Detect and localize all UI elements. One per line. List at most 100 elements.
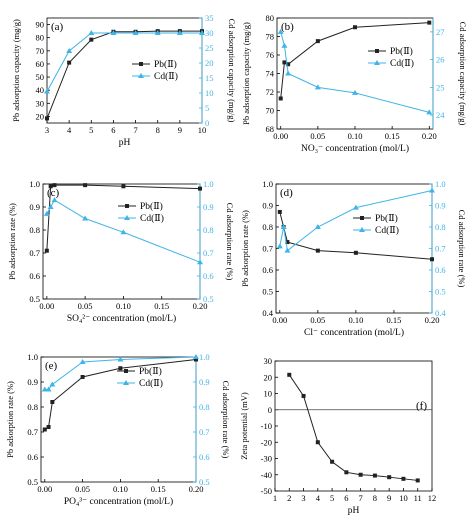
chart-panel-a: 3 4 5 6 7 8 9 10 20 30 40 50 60 70 80 90 0 5 10 15 20 25 30 35 p… [11, 13, 237, 148]
y2-tick-label: 20 [205, 58, 214, 68]
series-line-pb [279, 211, 433, 260]
legend: Pb(Ⅱ)Cd(Ⅱ) [118, 201, 164, 224]
y-tick-label: 10 [264, 389, 273, 399]
data-point [45, 116, 49, 121]
panel-label: (b) [281, 21, 294, 33]
x-tick-label: 0.10 [116, 301, 131, 311]
y2-tick-label: 0.5 [203, 294, 214, 304]
data-point [287, 372, 292, 377]
legend-label: Pb(Ⅱ) [375, 213, 398, 224]
data-point [118, 366, 123, 371]
panel-label: (e) [45, 360, 58, 372]
data-point [46, 425, 51, 429]
y-tick-label: 0.6 [29, 271, 40, 281]
data-point [132, 30, 139, 35]
x-tick-label: 0.00 [273, 131, 288, 141]
x-tick-label: 1 [273, 493, 277, 503]
panel-label: (f) [416, 400, 427, 412]
x-tick-label: 0.15 [385, 131, 400, 141]
y2-tick-label: 10 [205, 88, 214, 98]
legend-marker [123, 380, 129, 385]
x-tick-label: 3 [301, 493, 305, 503]
y-tick-label: 74 [266, 69, 275, 79]
series-line-pb [280, 22, 430, 99]
data-point [41, 386, 48, 392]
data-point [353, 250, 358, 255]
series-line-cd [46, 32, 202, 92]
plot-frame [276, 17, 434, 130]
data-point [280, 224, 287, 229]
x-axis-label: NO₃⁻ concentration (mol/L) [301, 143, 409, 154]
data-point [281, 42, 288, 48]
y-tick-label: 0.7 [29, 248, 40, 258]
legend-label: Cd(Ⅱ) [375, 225, 399, 236]
y-tick-label: 0.8 [27, 402, 38, 412]
data-point [353, 25, 357, 30]
y-tick-label: 0.8 [29, 225, 40, 235]
y-tick-label: 0.5 [29, 294, 40, 304]
data-point [117, 356, 124, 362]
legend: Pb(Ⅱ)Cd(Ⅱ) [353, 213, 399, 236]
y-tick-label: 70 [36, 46, 45, 56]
y2-tick-label: 0.8 [435, 222, 446, 232]
x-tick-label: 10 [198, 125, 207, 135]
legend-marker [124, 215, 130, 220]
data-point [315, 39, 320, 44]
y2-tick-label: 0.5 [199, 477, 210, 487]
y2-tick-label: 0.9 [203, 202, 214, 212]
legend-label: Pb(Ⅱ) [390, 46, 413, 57]
x-tick-label: 7 [359, 493, 363, 503]
data-point [282, 60, 287, 65]
x-axis-label: pH [119, 138, 131, 148]
x-tick-label: 3 [45, 125, 49, 135]
y-axis-label: Pb adsorption rate (%) [7, 203, 17, 280]
y-tick-label: 70 [266, 106, 275, 116]
chart-panel-b: 0.00 0.05 0.10 0.15 0.20 68 70 72 74 76 78 80 24 25 26… [241, 13, 468, 154]
data-point [120, 229, 127, 235]
y-tick-label: 78 [266, 32, 275, 42]
series-line-cd [279, 189, 433, 252]
y-tick-label: 50 [36, 72, 45, 82]
legend-label: Pb(Ⅱ) [154, 59, 177, 70]
data-point [401, 476, 406, 481]
y-tick-label: 76 [266, 50, 275, 60]
y2-tick-label: 25 [205, 43, 214, 53]
data-point [427, 20, 432, 25]
data-point [429, 187, 435, 193]
y-tick-label: 1.0 [27, 352, 38, 362]
data-point [358, 472, 363, 477]
data-point [330, 459, 335, 464]
y2-tick-label: 0.9 [199, 377, 210, 387]
y2-tick-label: 1.0 [203, 179, 214, 189]
y-tick-label: 0.5 [27, 477, 38, 487]
x-tick-label: 7 [133, 125, 137, 135]
data-point [51, 197, 58, 203]
y-tick-label: 40 [36, 85, 45, 95]
data-point [121, 184, 126, 189]
x-tick-label: 9 [178, 125, 182, 135]
data-point [45, 386, 52, 392]
plot-frame [274, 360, 433, 492]
legend-label: Cd(Ⅱ) [139, 378, 163, 389]
data-point [344, 470, 349, 475]
x-tick-label: 10 [399, 493, 408, 503]
x-tick-label: 12 [428, 493, 437, 503]
y-tick-label: 20 [36, 111, 45, 121]
y2-tick-label: 1.0 [199, 352, 210, 362]
y-tick-label: 1.0 [29, 179, 40, 189]
data-point [49, 381, 56, 387]
y2-tick-label: 24 [436, 110, 445, 120]
x-axis-label: Cl⁻ concentration (mol/L) [304, 327, 404, 338]
chart-panel-f: 1 2 3 4 5 6 7 8 9 10 11 12-50-40-30-20-100102030pHZ… [239, 356, 436, 516]
y-tick-label: 20 [264, 372, 273, 382]
y-tick-label: 0.9 [262, 201, 273, 211]
x-tick-label: 0.05 [75, 484, 90, 494]
y-tick-label: -30 [261, 454, 272, 464]
series-line-pb [46, 30, 202, 119]
y-tick-label: 0.7 [262, 244, 273, 254]
data-point [314, 224, 321, 229]
x-tick-label: 4 [67, 125, 72, 135]
y2-tick-label: 0.6 [199, 452, 210, 462]
data-point [277, 209, 282, 214]
